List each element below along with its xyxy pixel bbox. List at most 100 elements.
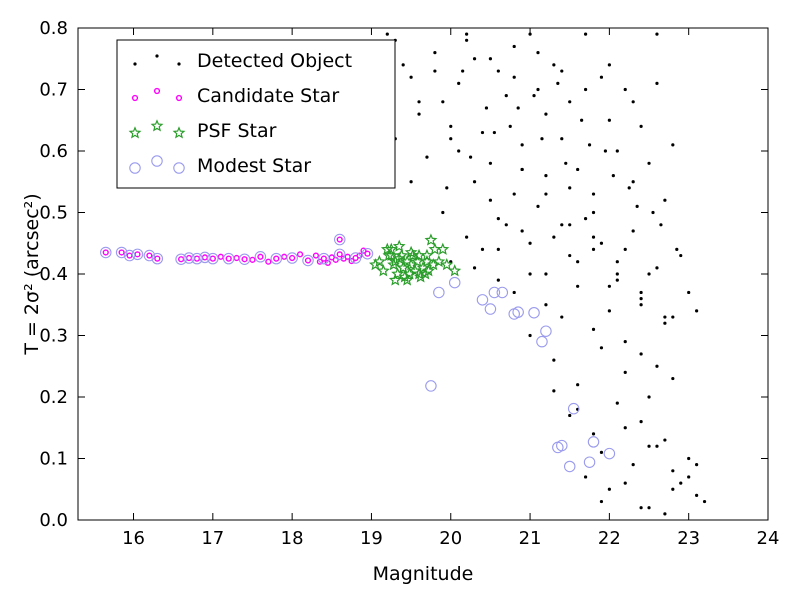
legend-marker (133, 62, 137, 66)
data-point (599, 499, 604, 504)
y-tick-label: 0.0 (39, 510, 68, 531)
data-point (512, 290, 516, 295)
data-point (591, 327, 596, 331)
data-point (324, 259, 331, 267)
data-point (424, 233, 438, 246)
data-point (663, 321, 667, 325)
data-point (639, 124, 643, 128)
data-point (695, 309, 699, 313)
data-point (281, 253, 288, 260)
data-point (496, 247, 500, 251)
data-point (520, 229, 524, 233)
data-point (440, 258, 454, 271)
legend-entry: PSF Star (128, 119, 277, 142)
data-point (623, 481, 627, 485)
legend-marker (131, 94, 139, 102)
data-point (395, 248, 409, 262)
data-point (671, 315, 675, 319)
data-point (193, 255, 201, 262)
data-point (544, 174, 548, 178)
data-point (568, 253, 572, 258)
axes-layer: 16 17 18 19 20 21 22 23 24 0.0 0.1 0.2 0.3 0.4 0.5 0.6 0… (21, 18, 779, 585)
data-point (492, 130, 496, 135)
data-point (663, 315, 667, 319)
data-point (496, 278, 500, 282)
data-point (675, 247, 679, 251)
data-point (404, 245, 418, 258)
data-point (302, 254, 314, 267)
data-point (591, 432, 596, 436)
data-point (639, 506, 643, 510)
y-tick-label: 0.5 (39, 203, 68, 224)
data-point (433, 69, 437, 73)
data-point (472, 57, 477, 61)
data-point (241, 256, 248, 263)
data-point (687, 475, 691, 479)
data-point (512, 75, 516, 79)
data-point (422, 264, 435, 277)
data-point (552, 358, 556, 362)
legend-marker (129, 162, 141, 174)
data-point (583, 217, 588, 221)
data-point (560, 69, 564, 73)
data-point (488, 161, 493, 165)
data-point (380, 242, 394, 255)
data-point (425, 155, 429, 159)
legend-marker (173, 162, 185, 174)
data-point (623, 340, 627, 344)
data-point (695, 493, 699, 497)
data-point (401, 63, 405, 67)
legend-label: Candidate Star (197, 85, 339, 107)
data-point (333, 233, 346, 246)
data-point (556, 439, 568, 452)
data-point (671, 469, 675, 473)
data-point (320, 255, 327, 262)
data-point (568, 223, 572, 227)
data-point (623, 426, 627, 430)
data-point (457, 149, 461, 153)
x-axis-title: Magnitude (373, 563, 474, 585)
data-point (695, 463, 699, 467)
data-point (488, 286, 501, 299)
data-point (465, 32, 469, 36)
data-point (480, 130, 485, 135)
data-point (532, 94, 536, 98)
data-point (225, 255, 232, 262)
data-point (425, 380, 437, 392)
data-point (540, 137, 544, 141)
data-point (599, 346, 604, 350)
data-point (496, 286, 509, 299)
data-point (209, 255, 216, 262)
x-tick-label: 16 (122, 528, 145, 549)
data-point (576, 284, 580, 288)
data-point (623, 247, 627, 251)
data-point (336, 236, 343, 243)
x-tick-label: 19 (360, 528, 383, 549)
data-point (384, 242, 398, 255)
data-point (496, 69, 500, 73)
data-point (286, 252, 298, 264)
data-point (639, 420, 643, 424)
legend-label: Detected Object (197, 50, 352, 72)
data-point (639, 303, 643, 307)
data-point (655, 364, 659, 368)
data-point (433, 286, 445, 299)
data-point (583, 475, 588, 479)
data-point (687, 290, 691, 295)
y-axis-title: T = 2σ² (arcsec²) (21, 193, 43, 355)
data-point (587, 436, 600, 448)
data-point (336, 251, 343, 258)
legend-entry: Detected Object (133, 50, 352, 72)
data-point (392, 251, 406, 265)
data-point (576, 167, 580, 172)
data-point (296, 251, 304, 258)
data-point (396, 261, 410, 274)
data-point (480, 247, 485, 251)
data-point (199, 251, 211, 264)
data-point (552, 389, 556, 393)
data-point (364, 250, 371, 257)
legend-entry: Candidate Star (131, 85, 339, 107)
data-point (647, 444, 651, 448)
data-point (472, 266, 477, 270)
data-point (238, 253, 251, 265)
